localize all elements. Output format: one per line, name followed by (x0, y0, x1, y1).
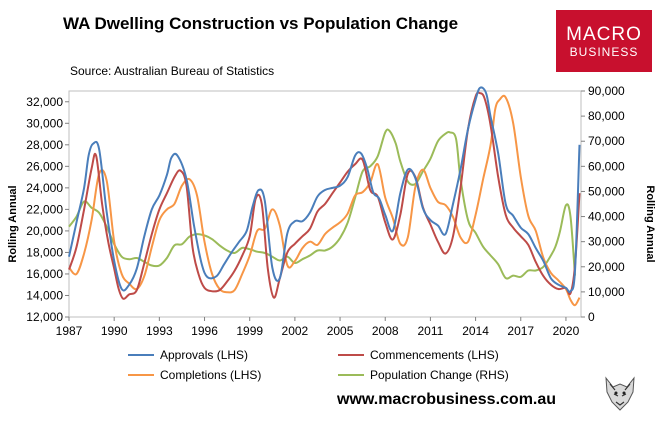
y-right-tick-label: 10,000 (588, 285, 625, 299)
website-link[interactable]: www.macrobusiness.com.au (337, 391, 557, 408)
y-left-tick-label: 12,000 (26, 310, 63, 324)
series-commencements (68, 91, 581, 300)
x-tick-label: 1993 (146, 324, 173, 338)
chart-source: Source: Australian Bureau of Statistics (70, 64, 275, 78)
y-left-tick-label: 30,000 (26, 116, 63, 130)
x-tick-label: 2011 (418, 324, 444, 338)
legend-label-completions: Completions (LHS) (160, 368, 262, 382)
y-left-tick-label: 20,000 (26, 224, 63, 238)
x-tick-label: 1987 (56, 324, 83, 338)
legend-item-population: Population Change (RHS) (338, 368, 509, 382)
legend-item-approvals: Approvals (LHS) (128, 348, 248, 362)
series-completions (68, 94, 581, 307)
x-axis: 1987 1990 1993 1996 1999 2002 2005 2008 2011 2014… (56, 317, 580, 338)
legend-swatch-approvals (128, 354, 154, 356)
y-left-tick-label: 18,000 (26, 245, 63, 259)
legend-item-completions: Completions (LHS) (128, 368, 261, 382)
x-tick-label: 2017 (507, 324, 534, 338)
y-right-tick-label: 50,000 (588, 184, 625, 198)
y-right-tick-label: 80,000 (588, 109, 625, 123)
y-right-tick-label: 0 (588, 310, 595, 324)
wolf-icon (598, 372, 642, 414)
y-left-tick-label: 24,000 (26, 181, 63, 195)
legend-label-commencements: Commencements (LHS) (370, 348, 499, 362)
legend-item-commencements: Commencements (LHS) (338, 348, 499, 362)
y-right-tick-label: 60,000 (588, 159, 625, 173)
y-left-tick-label: 14,000 (26, 288, 63, 302)
x-tick-label: 1990 (101, 324, 128, 338)
y-left-tick-label: 16,000 (26, 267, 63, 281)
series-approvals (68, 86, 581, 294)
y-axis-right: 0 10,000 20,000 30,000 40,000 50,000 60,000 70,… (581, 84, 625, 324)
legend-swatch-population (338, 374, 364, 376)
x-tick-label: 2014 (462, 324, 489, 338)
x-tick-label: 2005 (327, 324, 354, 338)
x-tick-label: 2002 (282, 324, 309, 338)
y-right-tick-label: 20,000 (588, 260, 625, 274)
logo-line2: BUSINESS (569, 44, 639, 59)
series-lines (68, 86, 581, 307)
legend-swatch-commencements (338, 354, 364, 356)
plot-frame (68, 90, 582, 318)
x-tick-label: 2020 (553, 324, 580, 338)
y-right-tick-label: 90,000 (588, 84, 625, 98)
y-right-tick-label: 30,000 (588, 235, 625, 249)
y-axis-left: 12,000 14,000 16,000 18,000 20,000 22,000 24,0… (26, 95, 69, 324)
x-tick-label: 1996 (191, 324, 218, 338)
logo-line1: MACRO (566, 23, 642, 45)
y-left-tick-label: 28,000 (26, 138, 63, 152)
chart-title: WA Dwelling Construction vs Population C… (63, 14, 459, 33)
legend-label-approvals: Approvals (LHS) (160, 348, 249, 362)
macrobusiness-logo[interactable]: MACRO BUSINESS (556, 10, 652, 72)
x-tick-label: 2008 (372, 324, 399, 338)
series-population-change (68, 128, 576, 280)
y-left-tick-label: 26,000 (26, 159, 63, 173)
y-right-tick-label: 70,000 (588, 134, 625, 148)
y-left-tick-label: 22,000 (26, 202, 63, 216)
legend-label-population: Population Change (RHS) (370, 368, 509, 382)
x-tick-label: 1999 (236, 324, 263, 338)
legend-swatch-completions (128, 374, 154, 376)
y-left-tick-label: 32,000 (26, 95, 63, 109)
y-right-tick-label: 40,000 (588, 210, 625, 224)
